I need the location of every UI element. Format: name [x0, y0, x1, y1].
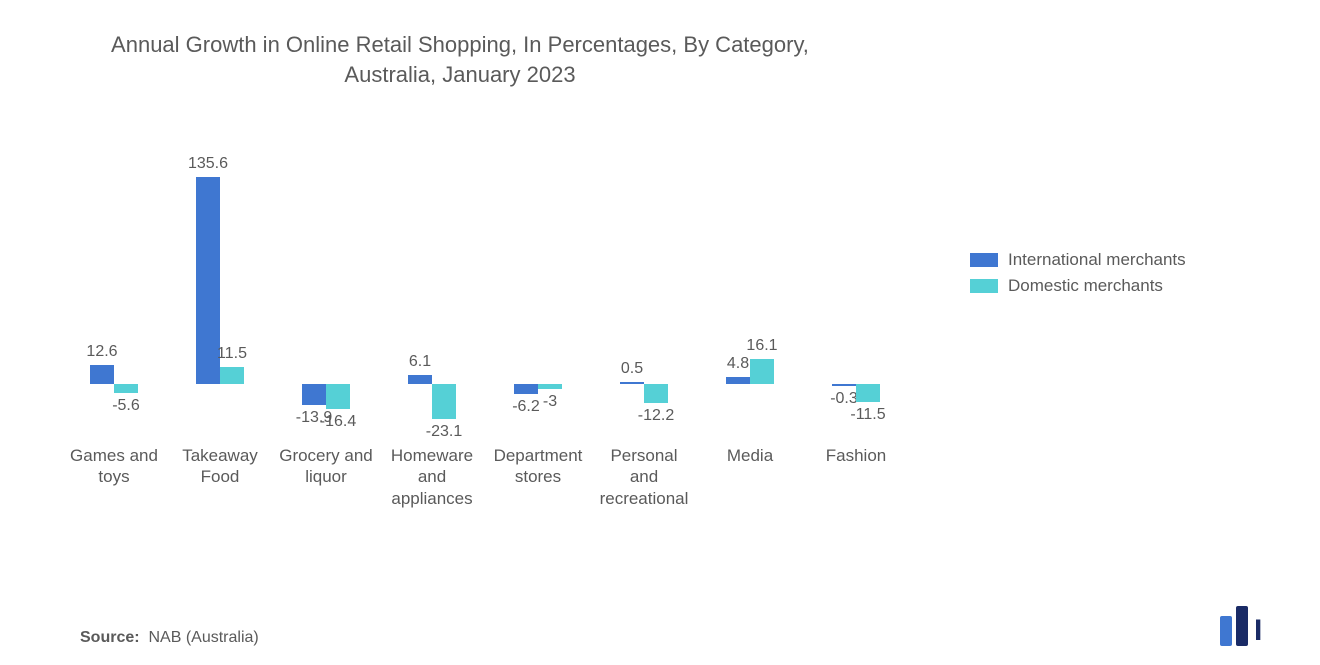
data-label: -12.2: [626, 407, 686, 425]
data-label: 6.1: [390, 353, 450, 371]
data-label: 11.5: [202, 345, 262, 363]
category-label: Homeware and appliances: [383, 445, 481, 509]
legend-item: International merchants: [970, 250, 1186, 270]
data-label: 12.6: [72, 343, 132, 361]
category-label: Takeaway Food: [171, 445, 269, 488]
chart-canvas: Annual Growth in Online Retail Shopping,…: [0, 0, 1320, 665]
data-label: -3: [520, 393, 580, 411]
source-value: NAB (Australia): [148, 629, 258, 646]
category-label: Grocery and liquor: [277, 445, 375, 488]
bar: [620, 382, 644, 384]
source-attribution: Source: NAB (Australia): [80, 629, 259, 647]
chart-title: Annual Growth in Online Retail Shopping,…: [80, 30, 840, 89]
bar: [302, 384, 326, 405]
category-label: Department stores: [489, 445, 587, 488]
bar: [408, 375, 432, 384]
legend-swatch: [970, 253, 998, 267]
legend-item: Domestic merchants: [970, 276, 1186, 296]
bar: [856, 384, 880, 402]
plot-area: 12.6-5.6135.611.5-13.9-16.46.1-23.1-6.2-…: [80, 170, 930, 430]
category-label: Games and toys: [65, 445, 163, 488]
bar: [538, 384, 562, 389]
category-label: Personal and recreational: [595, 445, 693, 509]
source-label: Source:: [80, 629, 140, 646]
svg-text:I: I: [1254, 614, 1262, 646]
data-label: -5.6: [96, 397, 156, 415]
bar: [90, 365, 114, 384]
data-label: 135.6: [178, 155, 238, 173]
x-axis-labels: Games and toysTakeaway FoodGrocery and l…: [80, 445, 930, 605]
legend-label: Domestic merchants: [1008, 276, 1163, 296]
bar: [326, 384, 350, 409]
brand-logo: I: [1220, 606, 1290, 651]
category-label: Fashion: [807, 445, 905, 466]
category-label: Media: [701, 445, 799, 466]
data-label: 0.5: [602, 360, 662, 378]
bar: [432, 384, 456, 419]
bar: [750, 359, 774, 384]
bar: [220, 367, 244, 385]
data-label: -16.4: [308, 413, 368, 431]
bar: [832, 384, 856, 386]
data-label: -23.1: [414, 423, 474, 441]
legend-label: International merchants: [1008, 250, 1186, 270]
data-label: -11.5: [838, 406, 898, 424]
bar: [114, 384, 138, 393]
bar: [726, 377, 750, 384]
legend: International merchants Domestic merchan…: [970, 250, 1186, 302]
data-label: 16.1: [732, 337, 792, 355]
legend-swatch: [970, 279, 998, 293]
bar: [644, 384, 668, 403]
